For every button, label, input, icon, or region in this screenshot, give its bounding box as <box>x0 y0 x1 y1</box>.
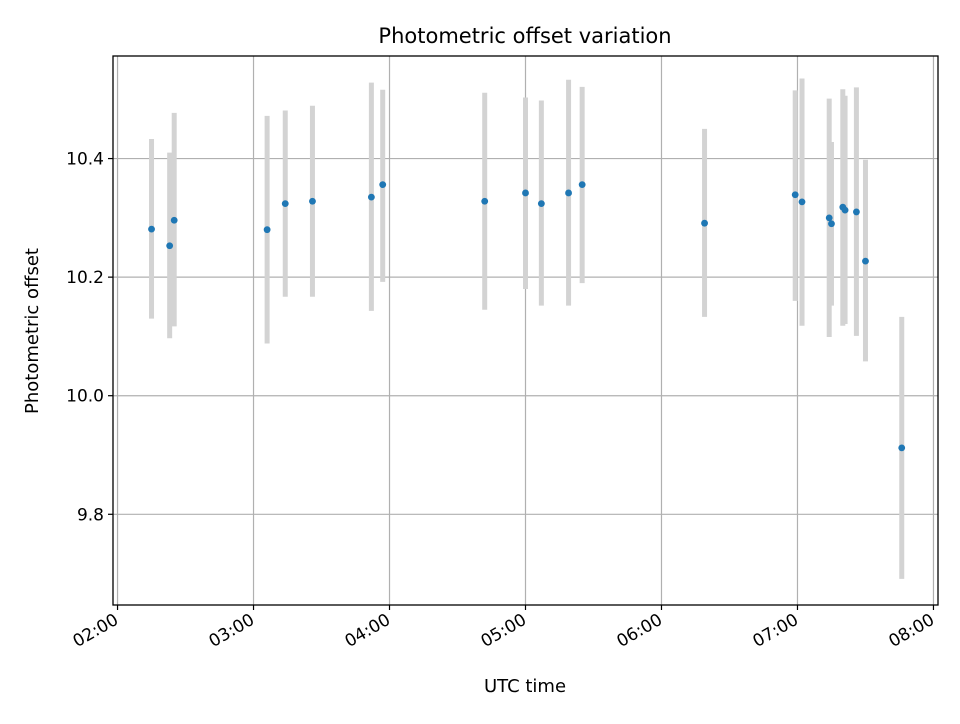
y-tick-label: 10.4 <box>66 150 104 170</box>
data-point <box>309 197 316 205</box>
data-point <box>791 191 799 199</box>
data-point <box>379 181 387 189</box>
data-point <box>148 225 155 233</box>
data-point <box>578 181 586 189</box>
y-tick-label: 10.0 <box>66 387 104 407</box>
data-point <box>522 189 529 197</box>
data-point-layer <box>148 181 906 452</box>
data-point <box>565 189 572 197</box>
data-point <box>701 219 708 227</box>
data-point <box>853 208 860 216</box>
data-point <box>898 444 906 452</box>
y-axis-label: Photometric offset <box>22 248 43 414</box>
y-tick-label: 9.8 <box>77 505 104 525</box>
data-point <box>281 200 289 208</box>
data-point <box>825 214 833 222</box>
y-axis-ticks: 9.8 10.0 10.2 10.4 <box>66 150 113 525</box>
y-tick-label: 10.2 <box>66 268 104 288</box>
x-axis-label: UTC time <box>484 676 566 697</box>
data-point <box>537 200 545 208</box>
data-point <box>481 197 489 205</box>
data-point <box>862 257 869 265</box>
data-point <box>798 198 806 206</box>
data-point <box>367 193 375 201</box>
data-point <box>166 242 174 250</box>
chart-title: Photometric offset variation <box>378 24 671 48</box>
data-point <box>841 206 849 214</box>
data-point <box>828 220 835 228</box>
data-point <box>170 216 178 224</box>
data-point <box>263 226 271 234</box>
